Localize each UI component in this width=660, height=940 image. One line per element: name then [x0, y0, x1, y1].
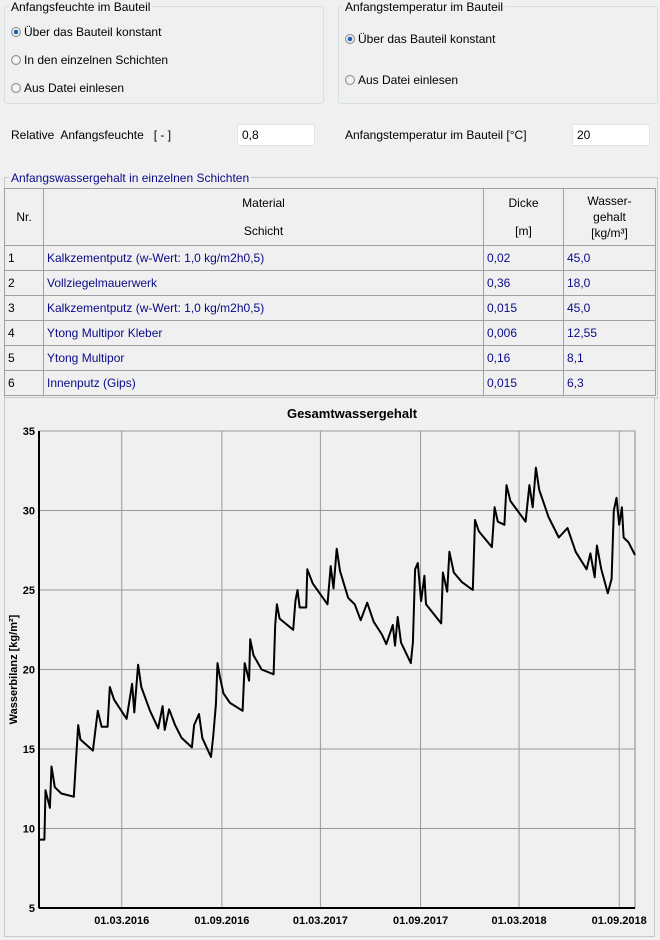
chart-panel: 5 10 15 20 25 30 35 01.03.2016 01.09.2016 01.03.2…	[4, 397, 655, 937]
cell-material[interactable]: Kalkzementputz (w-Wert: 1,0 kg/m2h0,5)	[43, 295, 484, 321]
header-wasser-line1: Wasser-	[587, 194, 632, 208]
initial-temperature-group: Anfangstemperatur im Bauteil Über das Ba…	[338, 1, 658, 104]
header-material: Material Schicht	[43, 188, 484, 246]
header-dicke-line1: Dicke	[508, 196, 539, 210]
radio-unselected-icon	[11, 83, 21, 93]
moisture-radio-constant[interactable]: Über das Bauteil konstant	[11, 25, 161, 39]
layers-group-title: Anfangswassergehalt in einzelnen Schicht…	[9, 171, 252, 185]
y-tick-label: 10	[23, 824, 35, 836]
cell-nr: 4	[4, 320, 44, 346]
table-row[interactable]: 6 Innenputz (Gips) 0,015 6,3	[4, 370, 656, 396]
radio-label: Über das Bauteil konstant	[24, 25, 162, 39]
header-wasser: Wasser-gehalt [kg/m³]	[563, 188, 656, 246]
header-material-line2: Schicht	[243, 224, 284, 238]
relative-humidity-label: Relative Anfangsfeuchte [ - ]	[11, 128, 172, 142]
cell-nr: 2	[4, 270, 44, 296]
cell-wasser[interactable]: 45,0	[563, 245, 656, 271]
initial-temperature-input[interactable]: 20	[572, 124, 650, 146]
header-wasser-line3: [kg/m³]	[591, 226, 628, 240]
y-tick-label: 20	[23, 665, 35, 677]
radio-unselected-icon	[345, 75, 355, 85]
cell-wasser[interactable]: 12,55	[563, 320, 656, 346]
chart-title: Gesamtwassergehalt	[287, 406, 418, 421]
y-axis-label: Wasserbilanz [kg/m²]	[8, 614, 20, 724]
x-tick-label: 01.09.2017	[393, 915, 448, 927]
cell-nr: 6	[4, 370, 44, 396]
cell-wasser[interactable]: 18,0	[563, 270, 656, 296]
header-dicke: Dicke [m]	[483, 188, 564, 246]
x-tick-label: 01.03.2016	[94, 915, 149, 927]
cell-material[interactable]: Ytong Multipor	[43, 345, 484, 371]
header-material-line1: Material	[242, 196, 285, 210]
water-content-series-line	[39, 466, 636, 841]
moisture-radio-file[interactable]: Aus Datei einlesen	[11, 81, 124, 95]
initial-temperature-label: Anfangstemperatur im Bauteil [°C]	[345, 128, 527, 142]
y-tick-label: 25	[23, 585, 35, 597]
header-dicke-line2: [m]	[515, 224, 532, 238]
x-tick-label: 01.09.2018	[592, 915, 647, 927]
radio-label: Aus Datei einlesen	[24, 81, 125, 95]
y-tick-label: 30	[23, 506, 35, 518]
moisture-radio-layers[interactable]: In den einzelnen Schichten	[11, 53, 168, 67]
y-tick-label: 15	[23, 744, 35, 756]
cell-wasser[interactable]: 6,3	[563, 370, 656, 396]
table-row[interactable]: 3 Kalkzementputz (w-Wert: 1,0 kg/m2h0,5) 0…	[4, 295, 656, 321]
x-tick-label: 01.03.2017	[293, 915, 348, 927]
water-content-chart: 5 10 15 20 25 30 35 01.03.2016 01.09.2016 01.03.2…	[8, 406, 647, 927]
x-tick-label: 01.03.2018	[492, 915, 547, 927]
table-row[interactable]: 1 Kalkzementputz (w-Wert: 1,0 kg/m2h0,5) 0…	[4, 245, 656, 271]
radio-selected-icon	[345, 34, 355, 44]
cell-dicke[interactable]: 0,015	[483, 295, 564, 321]
table-row[interactable]: 5 Ytong Multipor 0,16 8,1	[4, 345, 656, 371]
cell-material[interactable]: Kalkzementputz (w-Wert: 1,0 kg/m2h0,5)	[43, 245, 484, 271]
temperature-radio-constant[interactable]: Über das Bauteil konstant	[345, 32, 495, 46]
radio-label: In den einzelnen Schichten	[24, 53, 169, 67]
cell-wasser[interactable]: 45,0	[563, 295, 656, 321]
cell-dicke[interactable]: 0,16	[483, 345, 564, 371]
initial-moisture-group-title: Anfangsfeuchte im Bauteil	[9, 0, 153, 14]
x-tick-label: 01.09.2016	[194, 915, 249, 927]
y-tick-label: 5	[29, 903, 35, 915]
table-row[interactable]: 4 Ytong Multipor Kleber 0,006 12,55	[4, 320, 656, 346]
cell-dicke[interactable]: 0,015	[483, 370, 564, 396]
y-tick-label: 35	[23, 426, 35, 438]
cell-nr: 1	[4, 245, 44, 271]
cell-material[interactable]: Ytong Multipor Kleber	[43, 320, 484, 346]
cell-material[interactable]: Innenputz (Gips)	[43, 370, 484, 396]
cell-nr: 3	[4, 295, 44, 321]
table-row[interactable]: 2 Vollziegelmauerwerk 0,36 18,0	[4, 270, 656, 296]
cell-wasser[interactable]: 8,1	[563, 345, 656, 371]
cell-dicke[interactable]: 0,36	[483, 270, 564, 296]
cell-dicke[interactable]: 0,02	[483, 245, 564, 271]
header-wasser-line2: gehalt	[593, 210, 626, 224]
radio-unselected-icon	[11, 55, 21, 65]
relative-humidity-input[interactable]: 0,8	[237, 124, 315, 146]
radio-label: Aus Datei einlesen	[358, 73, 459, 87]
radio-selected-icon	[11, 27, 21, 37]
radio-label: Über das Bauteil konstant	[358, 32, 496, 46]
cell-nr: 5	[4, 345, 44, 371]
temperature-radio-file[interactable]: Aus Datei einlesen	[345, 73, 458, 87]
cell-material[interactable]: Vollziegelmauerwerk	[43, 270, 484, 296]
table-header-row: Nr. Material Schicht Dicke [m] Wasser-geha…	[4, 188, 656, 246]
cell-dicke[interactable]: 0,006	[483, 320, 564, 346]
initial-moisture-group: Anfangsfeuchte im Bauteil Über das Baute…	[4, 1, 324, 104]
initial-temperature-group-title: Anfangstemperatur im Bauteil	[343, 0, 506, 14]
header-nr: Nr.	[4, 188, 44, 246]
layers-table: Nr. Material Schicht Dicke [m] Wasser-geha…	[4, 188, 656, 396]
